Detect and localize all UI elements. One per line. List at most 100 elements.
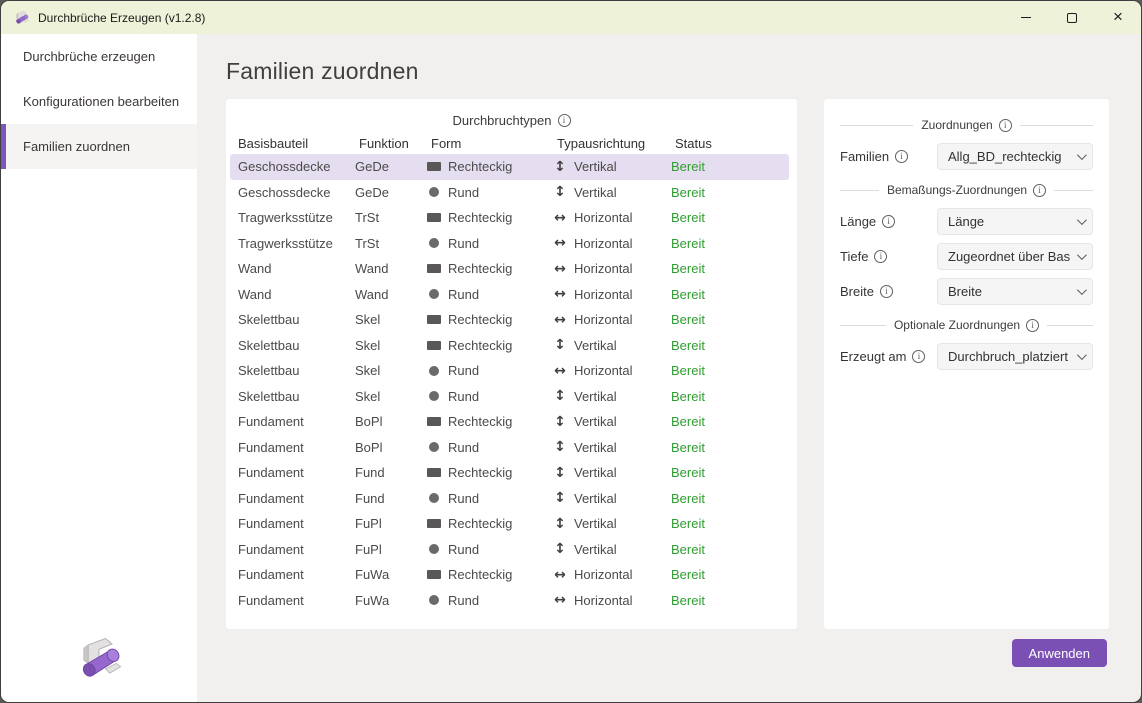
table-row[interactable]: Fundament Fund Rechteckig ↕ Vertikal Ber… — [230, 460, 789, 486]
cell-funktion: TrSt — [355, 235, 380, 251]
table-row[interactable]: Fundament BoPl Rechteckig ↕ Vertikal Ber… — [230, 409, 789, 435]
cell-basisbauteil: Skelettbau — [238, 337, 300, 353]
cell-ausrichtung-label: Vertikal — [574, 388, 617, 404]
form-shape-icon — [427, 264, 441, 274]
form-shape-icon — [427, 417, 441, 427]
cell-status: Bereit — [671, 541, 705, 557]
table-header-row: Basisbauteil Funktion Form Typausrichtun… — [238, 133, 785, 154]
divider-line — [1019, 124, 1094, 126]
table-row[interactable]: Fundament BoPl Rund ↕ Vertikal Bereit — [230, 435, 789, 461]
laenge-dropdown[interactable]: Länge — [937, 208, 1093, 235]
info-icon[interactable] — [912, 350, 926, 363]
cell-typausrichtung: ↕ Vertikal — [553, 337, 671, 353]
durchbruchtypen-table-card: Durchbruchtypen Basisbauteil Funktion Fo… — [226, 99, 797, 629]
table-row[interactable]: Fundament Fund Rund ↕ Vertikal Bereit — [230, 486, 789, 512]
section-title: Zuordnungen — [921, 118, 993, 132]
cell-basisbauteil: Geschossdecke — [238, 159, 331, 175]
tiefe-dropdown[interactable]: Zugeordnet über Bas — [937, 243, 1093, 270]
cell-form-label: Rechteckig — [448, 210, 513, 226]
info-icon[interactable] — [895, 150, 909, 163]
sidebar-item-familien-zuordnen[interactable]: Familien zuordnen — [1, 124, 197, 169]
table-row[interactable]: Skelettbau Skel Rechteckig ↔ Horizontal … — [230, 307, 789, 333]
breite-field-row: Breite Breite — [840, 278, 1093, 305]
info-icon[interactable] — [882, 215, 896, 228]
cell-basisbauteil: Wand — [238, 286, 272, 302]
cell-form: Rechteckig — [427, 338, 553, 353]
erzeugt-am-dropdown-value: Durchbruch_platziert — [948, 349, 1068, 364]
info-icon[interactable] — [1033, 183, 1047, 197]
cell-form-label: Rund — [448, 541, 480, 557]
cell-funktion: Wand — [355, 286, 389, 302]
sidebar-item-durchbrueche-erzeugen[interactable]: Durchbrüche erzeugen — [1, 34, 197, 79]
form-shape-icon — [427, 340, 441, 350]
column-header-basisbauteil[interactable]: Basisbauteil — [238, 136, 309, 151]
column-header-funktion[interactable]: Funktion — [359, 136, 409, 151]
sidebar: Durchbrüche erzeugen Konfigurationen bea… — [1, 34, 197, 702]
table-row[interactable]: Fundament FuWa Rund ↔ Horizontal Bereit — [230, 588, 789, 614]
direction-arrow-icon: ↕ — [554, 184, 566, 201]
info-icon[interactable] — [998, 118, 1012, 132]
familien-dropdown[interactable]: Allg_BD_rechteckig — [937, 143, 1093, 170]
breite-dropdown[interactable]: Breite — [937, 278, 1093, 305]
table-row[interactable]: Wand Wand Rund ↔ Horizontal Bereit — [230, 282, 789, 308]
info-icon[interactable] — [879, 285, 893, 298]
erzeugt-am-dropdown[interactable]: Durchbruch_platziert — [937, 343, 1093, 370]
info-icon[interactable] — [874, 250, 888, 263]
cell-funktion: GeDe — [355, 159, 389, 175]
cell-ausrichtung-label: Vertikal — [574, 414, 617, 430]
cell-funktion: FuWa — [355, 592, 390, 608]
erzeugt-am-label: Erzeugt am — [840, 349, 907, 364]
column-header-form[interactable]: Form — [431, 136, 462, 151]
table-row[interactable]: Geschossdecke GeDe Rund ↕ Vertikal Berei… — [230, 180, 789, 206]
direction-arrow-icon: ↕ — [554, 541, 566, 558]
cell-form: Rund — [427, 185, 553, 200]
table-row[interactable]: Fundament FuPl Rechteckig ↕ Vertikal Ber… — [230, 511, 789, 537]
section-header-optionale: Optionale Zuordnungen — [840, 313, 1093, 337]
cell-ausrichtung-label: Horizontal — [574, 363, 633, 379]
sidebar-item-konfigurationen-bearbeiten[interactable]: Konfigurationen bearbeiten — [1, 79, 197, 124]
chevron-down-icon — [1076, 215, 1087, 226]
column-header-typausrichtung[interactable]: Typausrichtung — [557, 136, 646, 151]
cell-status: Bereit — [671, 516, 705, 532]
direction-arrow-icon: ↕ — [554, 439, 566, 456]
cell-typausrichtung: ↔ Horizontal — [553, 235, 671, 251]
table-row[interactable]: Skelettbau Skel Rund ↕ Vertikal Bereit — [230, 384, 789, 410]
cell-status: Bereit — [671, 312, 705, 328]
familien-field-row: Familien Allg_BD_rechteckig — [840, 143, 1093, 170]
cell-typausrichtung: ↕ Vertikal — [553, 465, 671, 481]
table-row[interactable]: Skelettbau Skel Rund ↔ Horizontal Bereit — [230, 358, 789, 384]
cell-funktion: FuPl — [355, 541, 382, 557]
maximize-button[interactable] — [1049, 1, 1095, 34]
form-shape-icon — [429, 187, 439, 198]
direction-arrow-icon: ↕ — [554, 413, 566, 430]
app-logo-icon — [15, 10, 29, 25]
cell-form: Rechteckig — [427, 465, 553, 480]
column-header-status[interactable]: Status — [675, 136, 712, 151]
info-icon[interactable] — [557, 114, 571, 127]
cell-form: Rechteckig — [427, 312, 553, 327]
form-shape-icon — [429, 238, 439, 249]
close-button[interactable] — [1095, 1, 1141, 34]
table-row[interactable]: Tragwerksstütze TrSt Rund ↔ Horizontal B… — [230, 231, 789, 257]
form-shape-icon — [429, 365, 439, 376]
table-row[interactable]: Fundament FuPl Rund ↕ Vertikal Bereit — [230, 537, 789, 563]
table-row[interactable]: Skelettbau Skel Rechteckig ↕ Vertikal Be… — [230, 333, 789, 359]
familien-label: Familien — [840, 149, 890, 164]
cell-basisbauteil: Fundament — [238, 567, 304, 583]
table-row[interactable]: Geschossdecke GeDe Rechteckig ↕ Vertikal… — [230, 154, 789, 180]
table-row[interactable]: Tragwerksstütze TrSt Rechteckig ↔ Horizo… — [230, 205, 789, 231]
apply-button[interactable]: Anwenden — [1011, 639, 1107, 667]
table-row[interactable]: Fundament FuWa Rechteckig ↔ Horizontal B… — [230, 562, 789, 588]
divider-line — [1054, 189, 1093, 191]
form-shape-icon — [427, 570, 441, 580]
info-icon[interactable] — [1026, 318, 1040, 332]
form-shape-icon — [429, 544, 439, 555]
form-shape-icon — [429, 391, 439, 402]
table-title-row: Durchbruchtypen — [238, 108, 785, 133]
table-row[interactable]: Wand Wand Rechteckig ↔ Horizontal Bereit — [230, 256, 789, 282]
form-shape-icon — [427, 213, 441, 223]
form-shape-icon — [429, 493, 439, 504]
form-shape-icon — [427, 519, 441, 529]
minimize-button[interactable] — [1003, 1, 1049, 34]
cell-form-label: Rund — [448, 439, 480, 455]
